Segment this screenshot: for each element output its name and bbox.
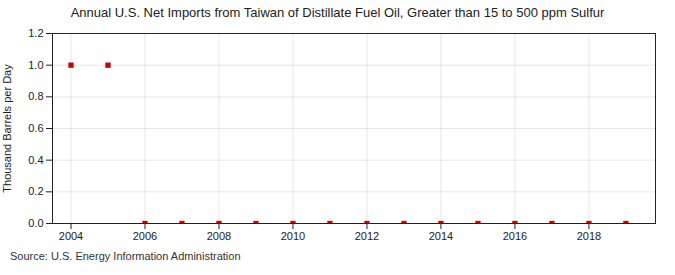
svg-text:0.0: 0.0: [28, 217, 43, 229]
svg-text:2018: 2018: [577, 230, 601, 242]
svg-text:0.2: 0.2: [28, 185, 43, 197]
html-text:Annual U.S. Net Imports from T: Annual U.S. Net Imports from Taiwan of D…: [70, 5, 605, 20]
svg-text:1.2: 1.2: [28, 27, 43, 39]
html-text:Source: U.S. Energy Informatio: Source: U.S. Energy Information Administ…: [10, 250, 241, 262]
svg-text:0.4: 0.4: [28, 154, 43, 166]
svg-text:2012: 2012: [355, 230, 379, 242]
svg-text:2006: 2006: [133, 230, 157, 242]
svg-text:1.0: 1.0: [28, 59, 43, 71]
svg-text:2004: 2004: [59, 230, 83, 242]
svg-text:2010: 2010: [281, 230, 305, 242]
svg-text:0.8: 0.8: [28, 90, 43, 102]
svg-text:2016: 2016: [503, 230, 527, 242]
svg-text:0.6: 0.6: [28, 122, 43, 134]
svg-text:2014: 2014: [429, 230, 453, 242]
svg-text:Thousand Barrels per Day: Thousand Barrels per Day: [1, 64, 13, 193]
svg-text:2008: 2008: [207, 230, 231, 242]
